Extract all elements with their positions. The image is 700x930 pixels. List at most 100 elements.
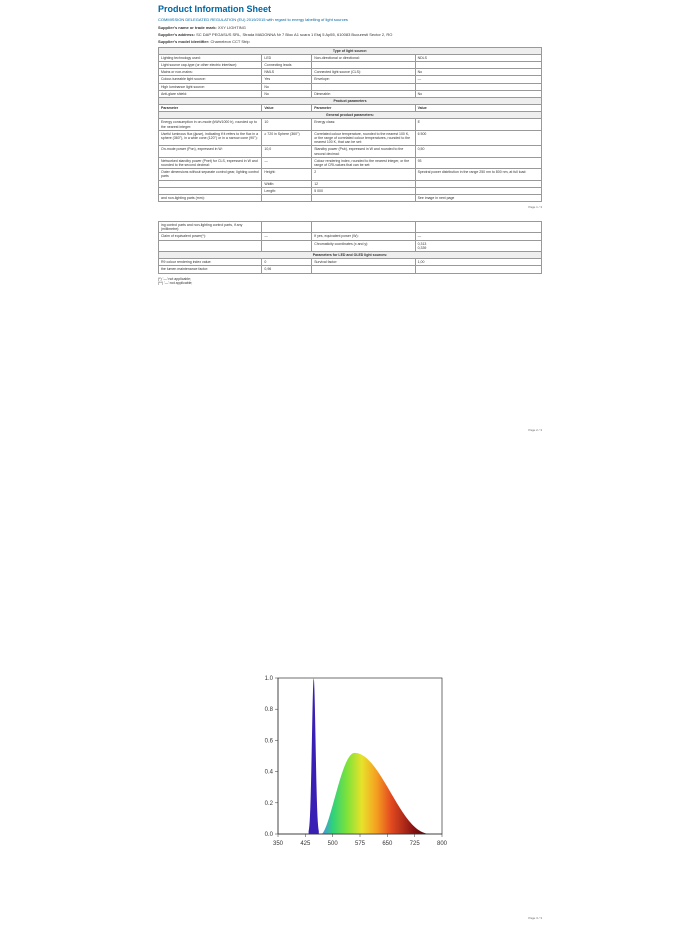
footnote: (*) '—':not applicable; (**) '—':not app… xyxy=(158,277,542,285)
table-cell: Claim of equivalent power(*): xyxy=(159,233,262,240)
svg-text:0.2: 0.2 xyxy=(265,800,274,806)
section2-header: Product parameters xyxy=(159,97,542,104)
table-cell: — xyxy=(415,76,541,83)
table-cell xyxy=(415,61,541,68)
svg-text:0.0: 0.0 xyxy=(265,832,274,838)
table-cell xyxy=(159,240,262,251)
table-cell xyxy=(312,222,415,233)
table-cell: 0,96 xyxy=(262,266,312,273)
table-cell: Length: xyxy=(262,187,312,194)
table-cell: On-mode power (Pon), expressed in W: xyxy=(159,146,262,157)
table-cell: Energy consumption in on-mode (kWh/1000 … xyxy=(159,119,262,130)
table-cell: No xyxy=(415,69,541,76)
col-header: Value xyxy=(262,105,312,112)
table-cell: NMLS xyxy=(262,69,312,76)
svg-text:0.6: 0.6 xyxy=(265,738,274,744)
table-cell: NDLS xyxy=(415,54,541,61)
table-cell: High luminance light source: xyxy=(159,83,262,90)
main-table: Type of light source: Lighting technolog… xyxy=(158,47,542,203)
table-cell xyxy=(262,194,312,201)
col-header: Parameter xyxy=(312,105,415,112)
table-cell: No xyxy=(262,90,312,97)
svg-text:0.4: 0.4 xyxy=(265,769,274,775)
table-cell: 10,0 xyxy=(262,146,312,157)
continuation-table: ing control parts and non-lighting contr… xyxy=(158,221,542,274)
table-cell: Survival factor: xyxy=(312,259,415,266)
table-cell: Useful luminous flux (ɸuse), indicating … xyxy=(159,130,262,146)
table-cell xyxy=(415,187,541,194)
table-cell: Lighting technology used: xyxy=(159,54,262,61)
table-cell xyxy=(415,180,541,187)
table-cell: Colour rendering index, rounded to the n… xyxy=(312,157,415,168)
page-title: Product Information Sheet xyxy=(158,4,542,14)
table-cell xyxy=(262,222,312,233)
col-header: Parameter xyxy=(159,105,262,112)
section3-header: Parameters for LED and OLED light source… xyxy=(159,252,542,259)
svg-text:800: 800 xyxy=(437,841,448,847)
table-cell: LED xyxy=(262,54,312,61)
spd-note: See image in next page xyxy=(415,194,541,201)
table-cell: 0,313 0,339 xyxy=(415,240,541,251)
table-cell: Light source cap-type (or other electric… xyxy=(159,61,262,68)
table-cell: Width: xyxy=(262,180,312,187)
svg-text:0.8: 0.8 xyxy=(265,707,274,713)
table-cell: No xyxy=(415,90,541,97)
table-cell: Height: xyxy=(262,169,312,180)
table-cell: Yes xyxy=(262,76,312,83)
table-cell: ing control parts and non-lighting contr… xyxy=(159,222,262,233)
table-cell xyxy=(415,83,541,90)
svg-text:500: 500 xyxy=(328,841,339,847)
table-cell: R9 colour rendering index value: xyxy=(159,259,262,266)
page-number-3: Page 3 / 3 xyxy=(158,916,542,920)
table-cell: Dimmable: xyxy=(312,90,415,97)
table-cell: 2 xyxy=(312,169,415,180)
table-cell: Mains or non-mains: xyxy=(159,69,262,76)
table-cell xyxy=(312,83,415,90)
table-cell: Chromaticity coordinates (x and y): xyxy=(312,240,415,251)
table-cell: 93 xyxy=(415,157,541,168)
svg-text:1.0: 1.0 xyxy=(265,676,274,682)
table-cell: Standby power (Psb), expressed in W and … xyxy=(312,146,415,157)
col-header: Value xyxy=(415,105,541,112)
table-cell xyxy=(312,194,415,201)
table-cell: Connecting leads xyxy=(262,61,312,68)
table-cell: the lumen maintenance factor: xyxy=(159,266,262,273)
table-cell: — xyxy=(262,157,312,168)
supplier-name-row: Supplier's name or trade mark: XXY LIGHT… xyxy=(158,26,542,31)
table-cell: 6 500 xyxy=(415,130,541,146)
svg-text:650: 650 xyxy=(382,841,393,847)
supplier-addr-row: Supplier's address: SC DAP PEGASUS SRL, … xyxy=(158,33,542,38)
table-cell: No xyxy=(262,83,312,90)
table-cell: If yes, equivalent power (W): xyxy=(312,233,415,240)
svg-text:725: 725 xyxy=(410,841,421,847)
table-cell: Non-directional or directional: xyxy=(312,54,415,61)
page-number-2: Page 2 / 3 xyxy=(158,428,542,432)
intro-text: COMMISSION DELEGATED REGULATION (EU) 201… xyxy=(158,17,542,22)
svg-text:425: 425 xyxy=(300,841,311,847)
table-cell: Energy class: xyxy=(312,119,415,130)
table-cell: Connected light source (CLS): xyxy=(312,69,415,76)
table-cell xyxy=(159,180,262,187)
table-cell: Correlated colour temperature, rounded t… xyxy=(312,130,415,146)
spectral-chart: 0.0 0.2 0.4 0.6 0.8 1.0 350 425 500 575 650 725 800 xyxy=(250,672,450,853)
table-cell: and non-lighting parts (mm): xyxy=(159,194,262,201)
table-cell: 10 xyxy=(262,119,312,130)
supplier-model-row: Supplier's model identifier: Chameleon C… xyxy=(158,40,542,45)
table-cell xyxy=(262,240,312,251)
table-cell: 1,00 xyxy=(415,259,541,266)
subsection2-header: General product parameters: xyxy=(159,112,542,119)
table-cell: Networked standby power (Pnet) for CLS, … xyxy=(159,157,262,168)
table-cell: E xyxy=(415,119,541,130)
table-cell xyxy=(159,187,262,194)
svg-text:350: 350 xyxy=(273,841,284,847)
svg-text:575: 575 xyxy=(355,841,366,847)
section1-header: Type of light source: xyxy=(159,47,542,54)
table-cell xyxy=(415,266,541,273)
table-cell: ≥ 720 in Sphere (360°) xyxy=(262,130,312,146)
table-cell xyxy=(312,61,415,68)
table-cell: Outer dimensions without separate contro… xyxy=(159,169,262,180)
table-cell xyxy=(415,222,541,233)
table-cell: — xyxy=(262,233,312,240)
table-cell: 5 000 xyxy=(312,187,415,194)
table-cell: 0 xyxy=(262,259,312,266)
